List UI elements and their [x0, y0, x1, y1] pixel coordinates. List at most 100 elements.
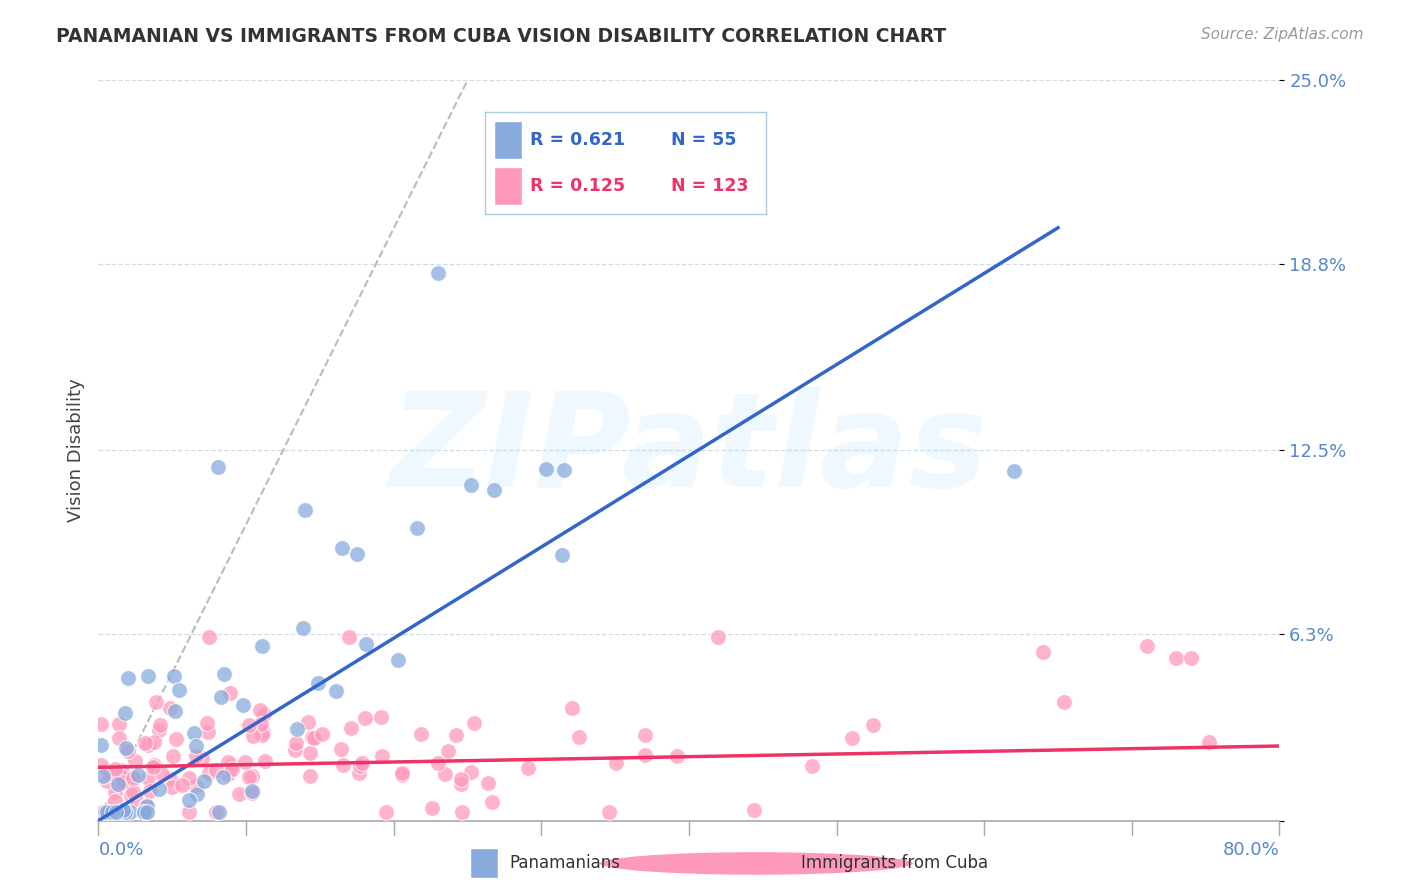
- Point: [862, 718, 884, 732]
- Point: [186, 787, 208, 801]
- Bar: [494, 167, 522, 205]
- Point: [250, 639, 273, 653]
- Text: N = 123: N = 123: [671, 177, 748, 194]
- Point: [481, 795, 503, 809]
- Point: [90, 716, 112, 731]
- Point: [108, 731, 131, 745]
- Point: [353, 711, 375, 725]
- Point: [111, 775, 134, 789]
- Point: [139, 783, 162, 797]
- Point: [177, 805, 200, 819]
- Text: PANAMANIAN VS IMMIGRANTS FROM CUBA VISION DISABILITY CORRELATION CHART: PANAMANIAN VS IMMIGRANTS FROM CUBA VISIO…: [56, 27, 946, 45]
- Point: [148, 723, 170, 738]
- Point: [298, 769, 321, 783]
- Point: [553, 463, 575, 477]
- Point: [451, 805, 474, 819]
- Text: 0.0%: 0.0%: [98, 841, 143, 859]
- Point: [477, 776, 499, 790]
- Point: [104, 805, 127, 819]
- Point: [197, 724, 219, 739]
- Point: [110, 805, 132, 819]
- Point: [191, 751, 214, 765]
- Point: [207, 460, 229, 475]
- Text: 80.0%: 80.0%: [1223, 841, 1279, 859]
- Point: [370, 710, 392, 724]
- Point: [124, 772, 146, 786]
- Point: [307, 676, 329, 690]
- Point: [330, 742, 353, 756]
- Point: [184, 739, 207, 753]
- Point: [114, 805, 136, 819]
- Point: [1052, 695, 1074, 709]
- Point: [1136, 639, 1159, 653]
- Point: [450, 777, 472, 791]
- Point: [108, 717, 131, 731]
- Point: [217, 756, 239, 770]
- Point: [291, 622, 314, 636]
- Point: [125, 793, 148, 807]
- Bar: [470, 848, 498, 879]
- Point: [104, 785, 127, 799]
- Text: R = 0.621: R = 0.621: [530, 131, 626, 149]
- Point: [134, 805, 156, 819]
- Point: [666, 748, 689, 763]
- Point: [217, 767, 239, 781]
- Point: [551, 548, 574, 562]
- Point: [204, 805, 226, 819]
- Point: [90, 738, 112, 752]
- Point: [197, 715, 219, 730]
- Point: [249, 703, 271, 717]
- Point: [160, 780, 183, 795]
- Point: [332, 758, 354, 772]
- Point: [165, 732, 187, 747]
- Point: [605, 756, 627, 770]
- Point: [117, 671, 139, 685]
- Point: [162, 748, 184, 763]
- Point: [444, 727, 467, 741]
- Point: [254, 754, 277, 768]
- Point: [120, 805, 142, 819]
- Point: [211, 770, 233, 784]
- Point: [205, 763, 228, 777]
- Point: [221, 758, 243, 772]
- Point: [242, 729, 264, 743]
- Point: [1032, 645, 1054, 659]
- Point: [1166, 650, 1188, 665]
- Point: [127, 768, 149, 782]
- Point: [240, 769, 263, 783]
- Point: [221, 762, 243, 776]
- Point: [240, 784, 263, 798]
- Point: [420, 801, 443, 815]
- Point: [250, 728, 273, 742]
- Point: [96, 805, 118, 819]
- Point: [135, 805, 157, 819]
- Point: [114, 741, 136, 756]
- Point: [841, 731, 863, 745]
- Point: [136, 669, 159, 683]
- Circle shape: [599, 852, 914, 875]
- Point: [250, 716, 273, 731]
- Point: [104, 793, 127, 807]
- Point: [150, 766, 173, 780]
- Point: [233, 755, 256, 769]
- Point: [96, 774, 118, 789]
- Point: [1180, 650, 1202, 665]
- Point: [339, 630, 361, 644]
- Point: [450, 772, 472, 787]
- Point: [634, 747, 657, 762]
- Point: [136, 771, 159, 785]
- Point: [198, 766, 221, 780]
- Point: [149, 718, 172, 732]
- Point: [371, 748, 394, 763]
- Point: [134, 805, 156, 819]
- Point: [634, 728, 657, 742]
- Text: Immigrants from Cuba: Immigrants from Cuba: [801, 855, 988, 872]
- Point: [463, 716, 485, 731]
- Text: R = 0.125: R = 0.125: [530, 177, 626, 194]
- Point: [434, 767, 457, 781]
- Point: [170, 779, 193, 793]
- Point: [117, 744, 139, 758]
- Point: [294, 502, 316, 516]
- Point: [299, 746, 322, 760]
- Point: [391, 766, 413, 780]
